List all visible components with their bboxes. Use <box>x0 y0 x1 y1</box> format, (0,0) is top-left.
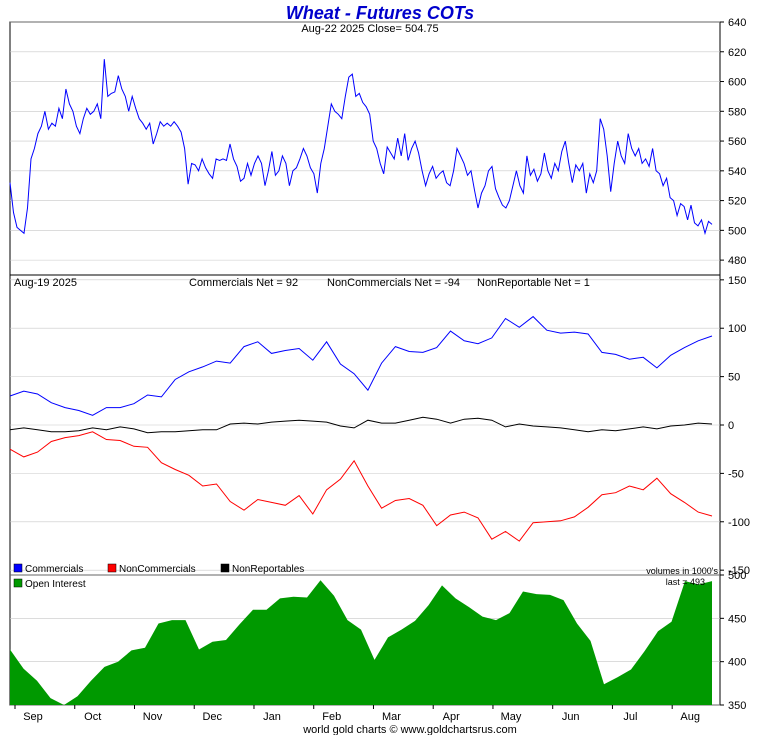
price-y-tick-label: 480 <box>728 255 746 267</box>
open-interest-area <box>10 580 712 705</box>
open-interest-panel: 350 400 450 500 Open Interest last = 493 <box>9 570 746 712</box>
price-subtitle: Aug-22 2025 Close= 504.75 <box>301 23 438 35</box>
oi-legend-label: Open Interest <box>25 579 86 590</box>
x-tick-label: Aug <box>680 711 700 723</box>
cot-legend: Commercials NonCommercials NonReportable… <box>13 563 718 576</box>
price-y-tick-label: 620 <box>728 47 746 59</box>
chart-title: Wheat - Futures COTs <box>286 3 474 23</box>
cot-y-axis: 150 100 50 0 -50 -100 -150 <box>720 275 750 577</box>
oi-y-tick-label: 350 <box>728 700 746 712</box>
commercials-net: Commercials Net = 92 <box>189 277 298 289</box>
price-y-tick-label: 500 <box>728 225 746 237</box>
cot-y-tick-label: -150 <box>728 565 750 577</box>
x-tick-label: Dec <box>202 711 222 723</box>
x-tick-label: Sep <box>23 711 43 723</box>
price-y-tick-label: 580 <box>728 106 746 118</box>
cot-y-tick-label: -50 <box>728 468 744 480</box>
cot-y-tick-label: -100 <box>728 517 750 529</box>
price-series <box>9 59 713 236</box>
oi-y-tick-label: 500 <box>728 570 746 582</box>
oi-y-tick-label: 400 <box>728 657 746 669</box>
price-y-tick-label: 600 <box>728 77 746 89</box>
noncommercials-legend-label: NonCommercials <box>119 564 196 575</box>
nonreportables-legend-label: NonReportables <box>232 564 304 575</box>
x-tick-label: Jun <box>562 711 580 723</box>
price-y-tick-label: 540 <box>728 166 746 178</box>
commercials-line <box>9 315 713 416</box>
commercials-legend-label: Commercials <box>25 564 83 575</box>
cot-grid <box>10 279 720 571</box>
x-tick-label: Nov <box>143 711 163 723</box>
cot-panel: 150 100 50 0 -50 -100 -150 Aug-19 2025 Commerc… <box>9 274 750 577</box>
commercials-legend-swatch <box>13 563 23 573</box>
noncommercials-net: NonCommercials Net = -94 <box>327 277 460 289</box>
price-line <box>9 59 713 236</box>
x-tick-label: Feb <box>322 711 341 723</box>
noncommercials-legend-swatch <box>107 563 117 573</box>
nonreportables-legend-swatch <box>220 563 230 573</box>
x-tick-label: Jan <box>263 711 281 723</box>
price-y-axis: 480 500 520 540 560 580 600 620 640 <box>720 17 746 267</box>
nonreportable-net: NonReportable Net = 1 <box>477 277 590 289</box>
cot-series <box>9 315 713 542</box>
cot-y-tick-label: 100 <box>728 323 746 335</box>
x-tick-label: Oct <box>84 711 101 723</box>
price-y-tick-label: 520 <box>728 196 746 208</box>
cot-date: Aug-19 2025 <box>14 277 77 289</box>
cot-y-tick-label: 50 <box>728 372 740 384</box>
x-axis: Sep Oct Nov Dec Jan Feb Mar Apr May Jun Jul Aug <box>14 705 700 723</box>
x-tick-label: Apr <box>443 711 460 723</box>
oi-y-tick-label: 450 <box>728 613 746 625</box>
volumes-note: volumes in 1000's <box>646 566 718 576</box>
cot-y-tick-label: 150 <box>728 275 746 287</box>
price-panel-frame <box>9 21 721 276</box>
oi-legend-swatch <box>13 578 23 588</box>
price-panel: 480 500 520 540 560 580 600 620 640 Wheat - Futu… <box>9 3 746 276</box>
footer-credit: world gold charts © www.goldchartsrus.co… <box>302 724 517 735</box>
price-y-tick-label: 640 <box>728 17 746 29</box>
cot-y-tick-label: 0 <box>728 420 734 432</box>
nonreportables-line <box>9 416 713 434</box>
oi-last-value: last = 493 <box>666 577 705 587</box>
x-tick-label: Mar <box>382 711 401 723</box>
x-tick-label: May <box>501 711 522 723</box>
noncommercials-line <box>9 431 713 542</box>
price-y-tick-label: 560 <box>728 136 746 148</box>
oi-series <box>10 580 712 705</box>
oi-y-axis: 350 400 450 500 <box>720 570 746 712</box>
x-tick-label: Jul <box>623 711 637 723</box>
